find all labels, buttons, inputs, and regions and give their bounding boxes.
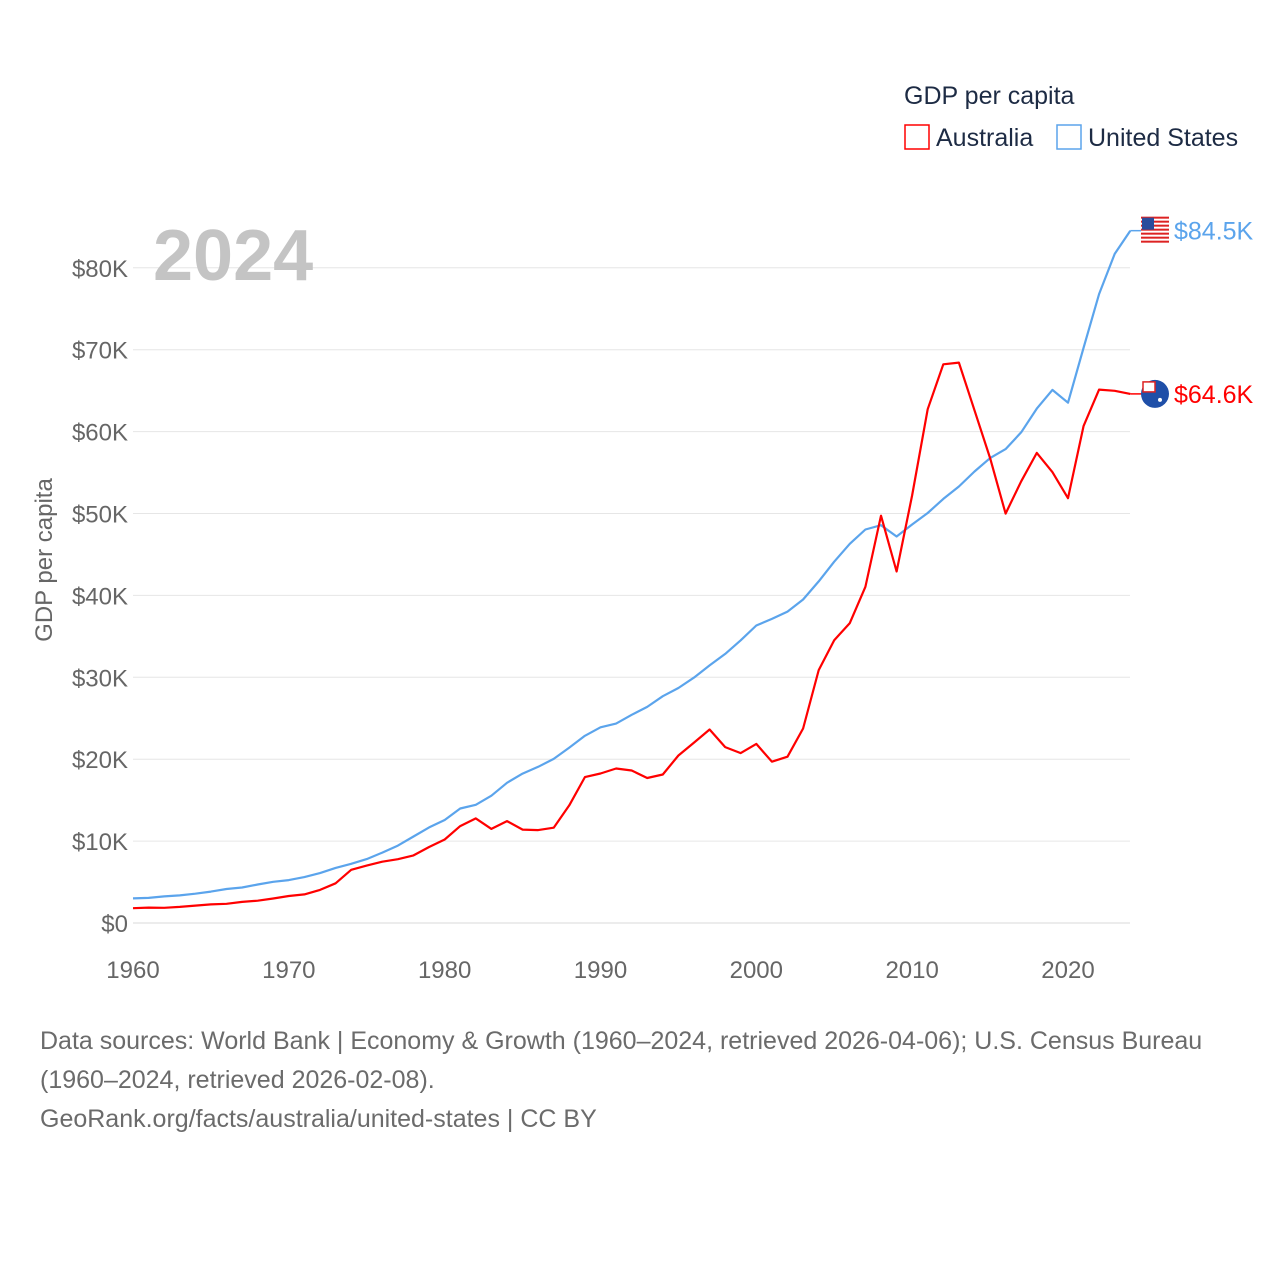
flag-stripe — [1141, 228, 1169, 231]
flag-stripe — [1141, 224, 1169, 227]
legend-swatch-united-states — [1056, 124, 1082, 150]
y-tick-label: $10K — [72, 829, 128, 856]
legend-title: GDP per capita — [904, 82, 1075, 110]
flag-union-jack — [1142, 381, 1156, 393]
end-value-label-united-states: $84.5K — [1174, 218, 1254, 246]
x-tick-label: 2000 — [730, 957, 783, 984]
x-tick-label: 1980 — [418, 957, 471, 984]
y-axis-title: GDP per capita — [31, 478, 58, 642]
x-tick-label: 1960 — [106, 957, 159, 984]
series-line-united-states — [132, 230, 1132, 900]
y-tick-label: $60K — [72, 420, 128, 447]
x-tick-label: 1990 — [574, 957, 627, 984]
sources-footer: Data sources: World Bank | Economy & Gro… — [40, 1022, 1240, 1139]
flag-stripe — [1141, 220, 1169, 223]
legend-label-australia: Australia — [936, 124, 1033, 152]
legend-label-united-states: United States — [1088, 124, 1238, 152]
x-tick-label: 2020 — [1041, 957, 1094, 984]
flag-stripe — [1141, 240, 1169, 243]
y-tick-label: $50K — [72, 502, 128, 529]
y-tick-label: $40K — [72, 583, 128, 610]
data-sources-text: Data sources: World Bank | Economy & Gro… — [40, 1027, 1203, 1094]
flag-stripe — [1141, 216, 1169, 219]
year-label: 2024 — [153, 216, 313, 296]
y-tick-label: $80K — [72, 256, 128, 283]
x-tick-label: 2010 — [885, 957, 938, 984]
end-value-label-australia: $64.6K — [1174, 381, 1254, 409]
y-tick-label: $20K — [72, 747, 128, 774]
flag-star — [1158, 397, 1162, 402]
legend-swatch-australia — [904, 124, 930, 150]
flag-stripe — [1141, 232, 1169, 235]
y-tick-label: $70K — [72, 338, 128, 365]
attribution-link[interactable]: GeoRank.org/facts/australia/united-state… — [40, 1105, 597, 1133]
y-tick-label: $0 — [101, 911, 128, 938]
x-tick-label: 1970 — [262, 957, 315, 984]
y-tick-label: $30K — [72, 665, 128, 692]
flag-stripe — [1141, 236, 1169, 239]
series-line-australia — [132, 361, 1131, 910]
flag-canton — [1142, 217, 1154, 230]
